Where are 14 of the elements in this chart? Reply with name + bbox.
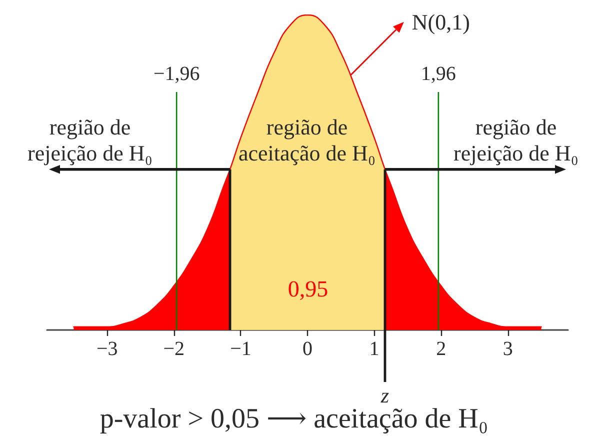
annotation: região de rejeição de H₀ — [28, 114, 152, 166]
annotation: região de rejeição de H₀ — [454, 114, 578, 166]
annotation: 0,95 — [288, 276, 328, 302]
x-tick-label: 3 — [502, 338, 513, 360]
x-tick-label: 1 — [369, 338, 380, 360]
annotation: N(0,1) — [412, 9, 470, 34]
x-tick-label: 0 — [302, 338, 312, 360]
x-tick-label: −3 — [96, 338, 118, 360]
annotation: região de aceitação de H₀ — [238, 114, 376, 166]
ref-line-label: −1,96 — [153, 63, 200, 85]
x-tick-label: −2 — [163, 338, 185, 360]
x-tick-label: 2 — [436, 338, 446, 360]
ref-line-label: 1,96 — [420, 63, 456, 85]
x-tick-label: −1 — [230, 338, 252, 360]
